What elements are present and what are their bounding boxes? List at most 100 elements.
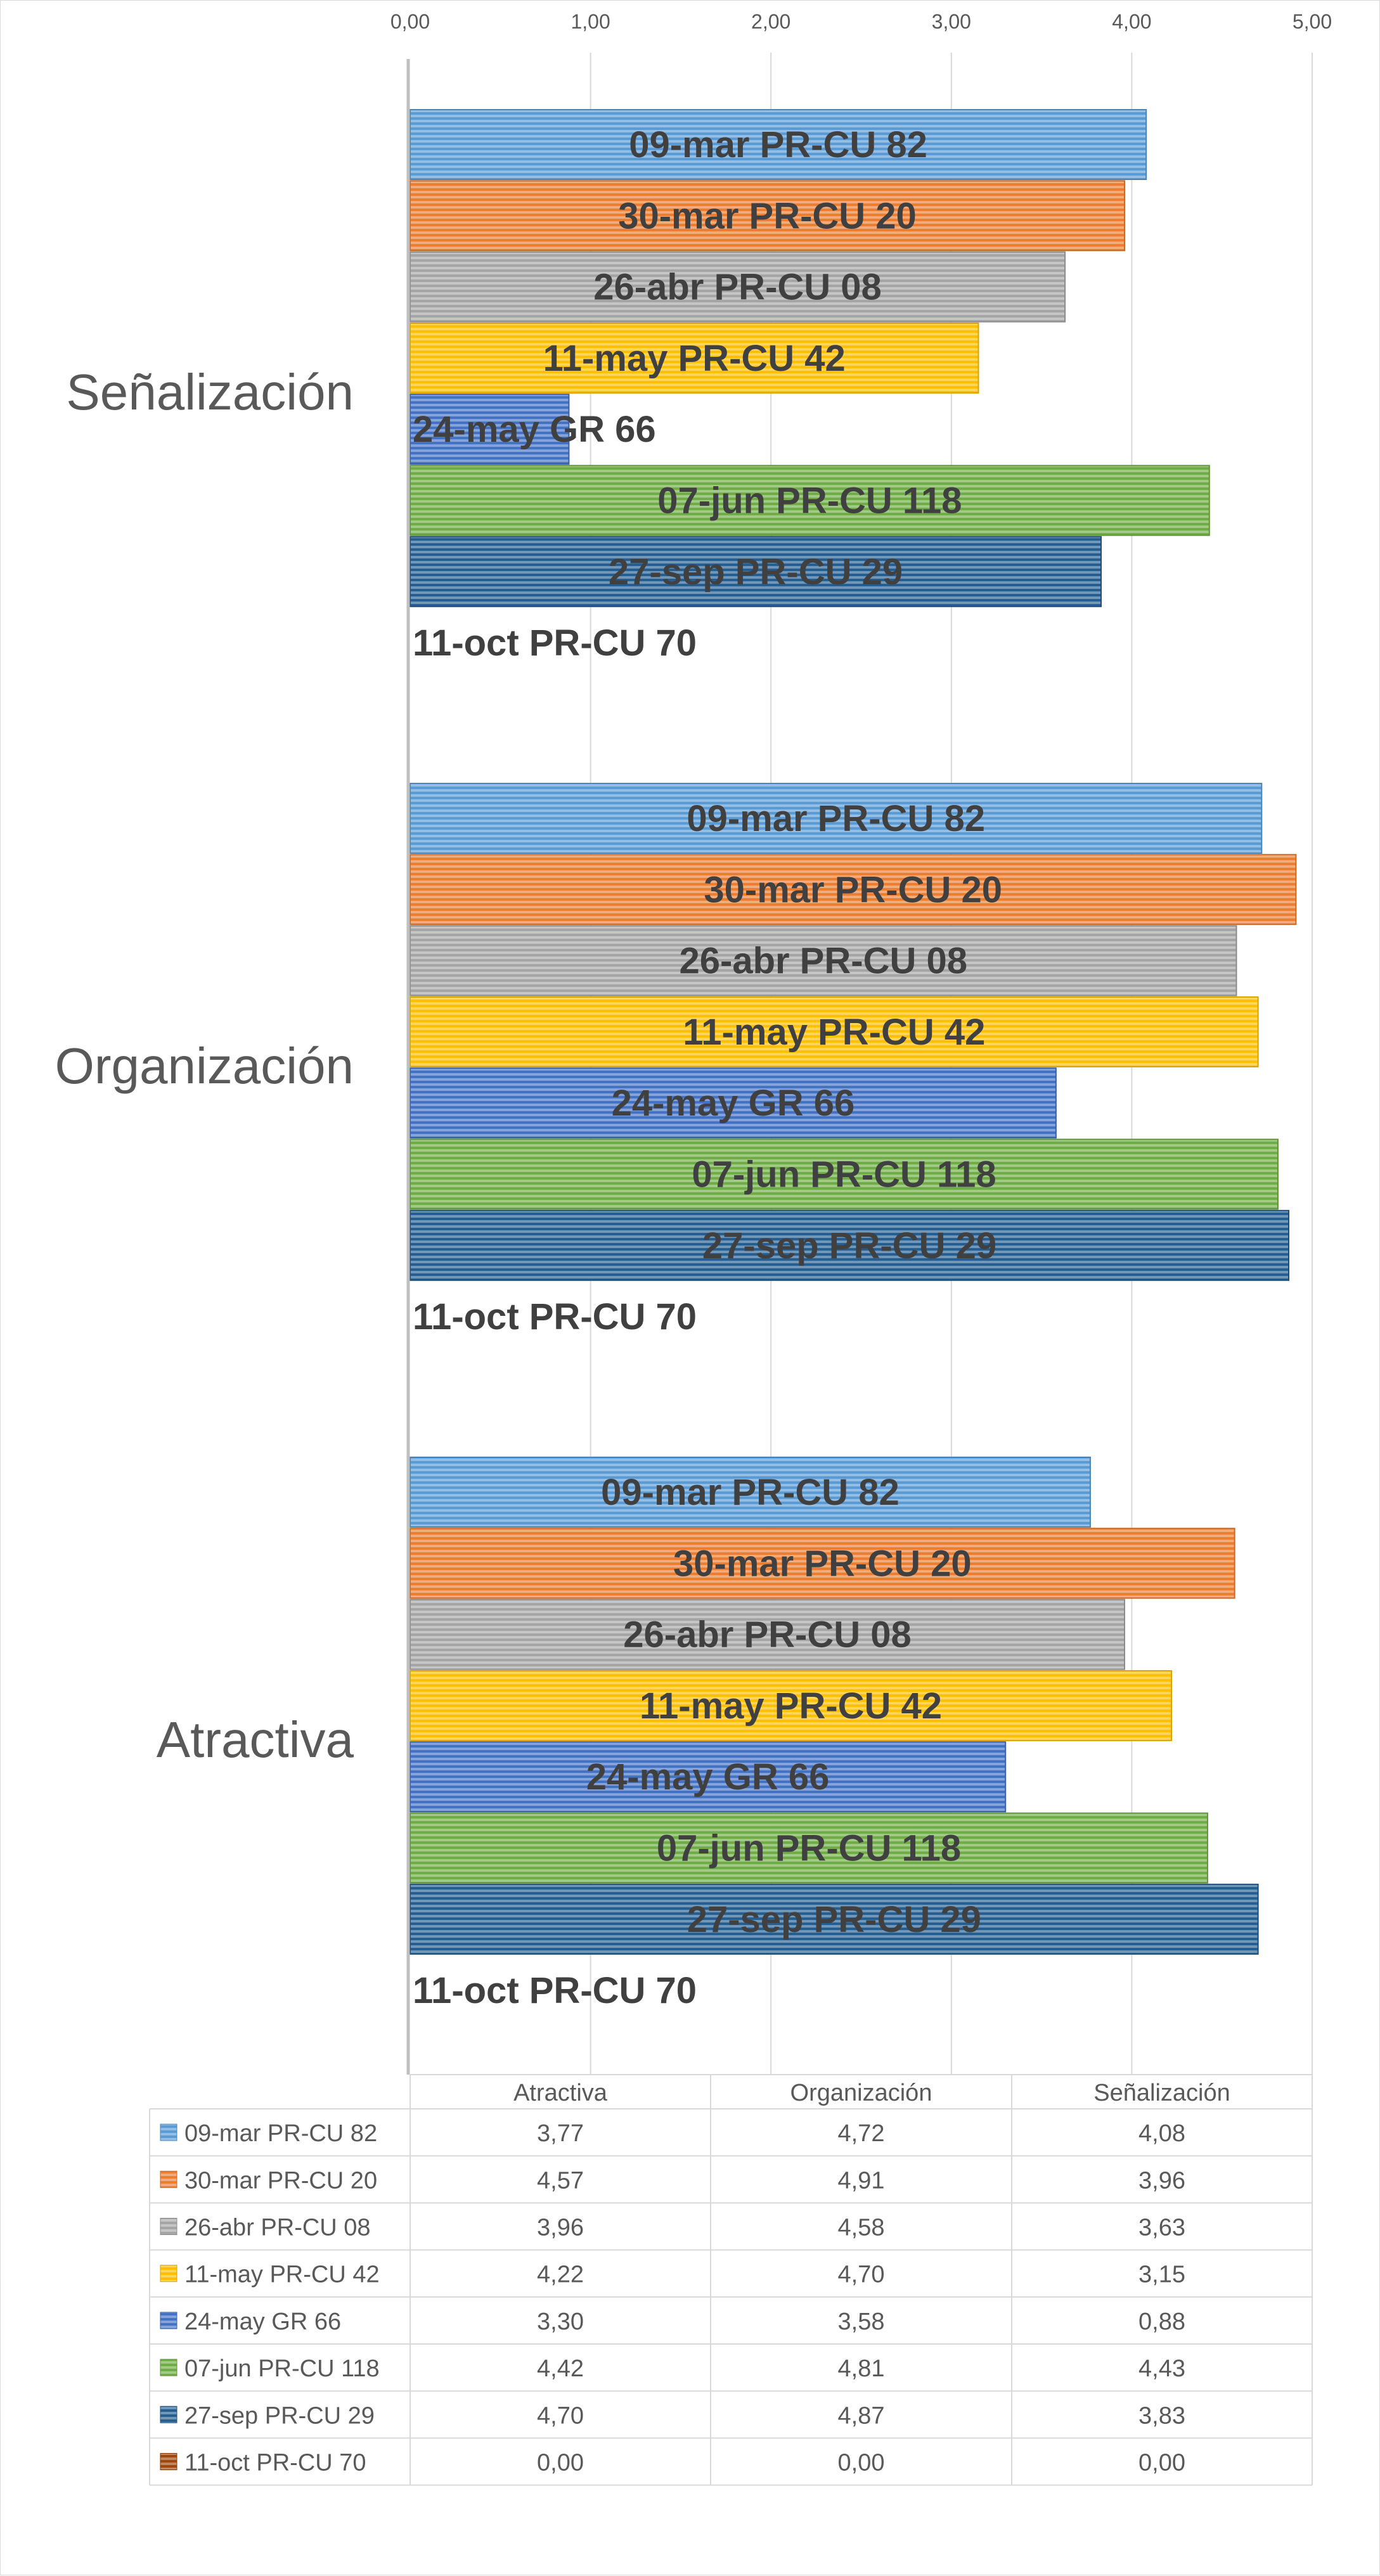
category-label: Organización bbox=[55, 1038, 354, 1094]
data-label: 26-abr PR-CU 08 bbox=[623, 1614, 911, 1656]
data-label: 07-jun PR-CU 118 bbox=[692, 1154, 996, 1195]
x-tick-label: 4,00 bbox=[1112, 10, 1151, 33]
table-cell: 3,58 bbox=[838, 2309, 885, 2335]
data-label: 11-may PR-CU 42 bbox=[640, 1685, 942, 1727]
category-label: Señalización bbox=[66, 364, 354, 420]
x-tick-label: 5,00 bbox=[1293, 10, 1332, 33]
data-label: 26-abr PR-CU 08 bbox=[679, 941, 967, 982]
table-cell: 3,77 bbox=[537, 2120, 584, 2147]
legend-key bbox=[160, 2312, 177, 2329]
data-label: 30-mar PR-CU 20 bbox=[673, 1543, 972, 1584]
table-cell: 0,88 bbox=[1138, 2309, 1185, 2335]
bar bbox=[409, 394, 570, 465]
x-tick-label: 1,00 bbox=[571, 10, 610, 33]
bar bbox=[409, 536, 1102, 607]
table-cell: 4,87 bbox=[838, 2402, 885, 2429]
table-cell: 3,30 bbox=[537, 2309, 584, 2335]
table-column-header: Señalización bbox=[1093, 2080, 1230, 2106]
bar bbox=[409, 996, 1259, 1067]
bar bbox=[409, 925, 1237, 996]
table-cell: 4,81 bbox=[838, 2355, 885, 2382]
legend-key bbox=[160, 2359, 177, 2376]
table-row-series-name: 09-mar PR-CU 82 bbox=[184, 2120, 377, 2147]
bar bbox=[409, 1812, 1208, 1884]
bar bbox=[409, 783, 1263, 854]
data-label: 30-mar PR-CU 20 bbox=[618, 195, 917, 236]
bar bbox=[409, 180, 1126, 252]
bar bbox=[409, 1883, 1259, 1955]
data-label: 07-jun PR-CU 118 bbox=[657, 1828, 961, 1869]
table-cell: 3,96 bbox=[537, 2215, 584, 2241]
bar bbox=[409, 322, 979, 394]
table-cell: 3,63 bbox=[1138, 2215, 1185, 2241]
table-cell: 4,22 bbox=[537, 2262, 584, 2288]
table-row-series-name: 11-oct PR-CU 70 bbox=[184, 2450, 366, 2476]
legend-key bbox=[160, 2170, 177, 2188]
bar bbox=[409, 1670, 1173, 1741]
data-label: 27-sep PR-CU 29 bbox=[609, 551, 903, 593]
table-row-series-name: 27-sep PR-CU 29 bbox=[184, 2402, 375, 2429]
table-cell: 0,00 bbox=[537, 2450, 584, 2476]
table-row-series-name: 24-may GR 66 bbox=[184, 2309, 341, 2335]
table-cell: 4,08 bbox=[1138, 2120, 1185, 2147]
data-label: 26-abr PR-CU 08 bbox=[593, 267, 881, 308]
table-cell: 4,70 bbox=[537, 2402, 584, 2429]
legend-key bbox=[160, 2123, 177, 2141]
bar bbox=[409, 1209, 1290, 1281]
table-cell: 3,83 bbox=[1138, 2402, 1185, 2429]
data-label: 24-may GR 66 bbox=[586, 1756, 830, 1798]
bar bbox=[409, 251, 1066, 323]
table-column-header: Organización bbox=[790, 2080, 932, 2106]
x-tick-label: 0,00 bbox=[390, 10, 430, 33]
legend-key bbox=[160, 2405, 177, 2423]
table-cell: 4,42 bbox=[537, 2355, 584, 2382]
bar bbox=[409, 465, 1210, 536]
data-label: 11-oct PR-CU 70 bbox=[413, 622, 697, 664]
data-label: 24-may GR 66 bbox=[612, 1083, 855, 1124]
data-label: 11-oct PR-CU 70 bbox=[413, 1970, 697, 2011]
table-cell: 0,00 bbox=[838, 2450, 885, 2476]
category-label: Atractiva bbox=[157, 1711, 354, 1768]
data-label: 07-jun PR-CU 118 bbox=[657, 480, 962, 522]
data-label: 30-mar PR-CU 20 bbox=[704, 869, 1002, 910]
bar bbox=[409, 1599, 1126, 1670]
legend-key bbox=[160, 2218, 177, 2235]
data-label: 11-may PR-CU 42 bbox=[543, 338, 846, 379]
table-cell: 0,00 bbox=[1138, 2450, 1185, 2476]
bar bbox=[409, 1138, 1279, 1210]
x-axis-tick-labels: 0,00 1,00 2,00 3,00 4,00 5,00 bbox=[390, 10, 1332, 33]
table-cell: 4,72 bbox=[838, 2120, 885, 2147]
table-cell: 4,70 bbox=[838, 2262, 885, 2288]
data-label: 27-sep PR-CU 29 bbox=[687, 1899, 981, 1940]
table-cell: 4,58 bbox=[838, 2215, 885, 2241]
bar bbox=[409, 1067, 1057, 1139]
legend-key bbox=[160, 2453, 177, 2470]
legend-key bbox=[160, 2265, 177, 2283]
bar bbox=[409, 109, 1147, 180]
data-label: 09-mar PR-CU 82 bbox=[601, 1472, 900, 1513]
table-row-series-name: 07-jun PR-CU 118 bbox=[184, 2355, 380, 2382]
data-labels: 09-mar PR-CU 82 30-mar PR-CU 20 26-abr PR-… bbox=[413, 124, 1002, 2011]
data-label: 09-mar PR-CU 82 bbox=[687, 798, 985, 839]
bars bbox=[409, 109, 1297, 1955]
category-labels: Señalización Organización Atractiva bbox=[55, 364, 354, 1768]
table-cell: 3,96 bbox=[1138, 2167, 1185, 2194]
data-label: 11-oct PR-CU 70 bbox=[413, 1296, 697, 1337]
table-cell: 4,57 bbox=[537, 2167, 584, 2194]
table-cell: 4,91 bbox=[838, 2167, 885, 2194]
data-label: 27-sep PR-CU 29 bbox=[702, 1225, 996, 1266]
bar bbox=[409, 1741, 1007, 1813]
x-tick-label: 2,00 bbox=[751, 10, 790, 33]
data-label: 09-mar PR-CU 82 bbox=[629, 124, 927, 165]
table-cell: 3,15 bbox=[1138, 2262, 1185, 2288]
data-label: 11-may PR-CU 42 bbox=[683, 1012, 985, 1053]
bar bbox=[409, 1457, 1091, 1528]
bar bbox=[409, 1528, 1235, 1599]
table-row-series-name: 30-mar PR-CU 20 bbox=[184, 2167, 377, 2194]
table-row-series-name: 26-abr PR-CU 08 bbox=[184, 2215, 371, 2241]
data-label: 24-may GR 66 bbox=[413, 409, 656, 450]
x-tick-label: 3,00 bbox=[932, 10, 971, 33]
table-cell: 4,43 bbox=[1138, 2355, 1185, 2382]
